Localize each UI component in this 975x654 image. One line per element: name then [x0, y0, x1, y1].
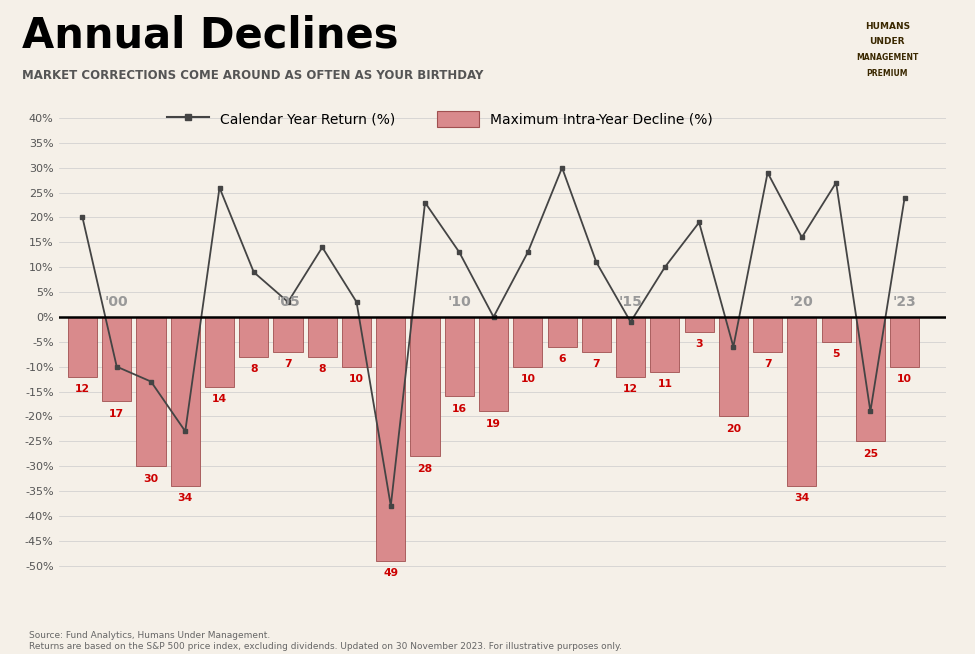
Bar [376, 317, 406, 560]
Text: 14: 14 [212, 394, 227, 404]
Bar [856, 317, 885, 441]
Text: 30: 30 [143, 473, 159, 483]
Text: UNDER: UNDER [870, 37, 905, 46]
Legend: Calendar Year Return (%), Maximum Intra-Year Decline (%): Calendar Year Return (%), Maximum Intra-… [162, 105, 719, 132]
Text: 12: 12 [623, 384, 639, 394]
Text: 3: 3 [695, 339, 703, 349]
Text: 10: 10 [349, 374, 364, 384]
Bar [445, 317, 474, 396]
Bar [822, 317, 851, 342]
Text: 19: 19 [487, 419, 501, 429]
Text: 11: 11 [657, 379, 673, 389]
Bar [582, 317, 611, 352]
Text: '23: '23 [893, 296, 916, 309]
Text: Annual Declines: Annual Declines [21, 15, 399, 57]
Text: 7: 7 [763, 359, 771, 370]
Text: MARKET CORRECTIONS COME AROUND AS OFTEN AS YOUR BIRTHDAY: MARKET CORRECTIONS COME AROUND AS OFTEN … [21, 69, 484, 82]
Bar [273, 317, 302, 352]
Bar [753, 317, 782, 352]
Text: '20: '20 [790, 296, 814, 309]
Text: 10: 10 [521, 374, 535, 384]
Text: PREMIUM: PREMIUM [867, 69, 908, 78]
Text: 10: 10 [897, 374, 913, 384]
Bar [479, 317, 508, 411]
Text: 34: 34 [795, 494, 809, 504]
Bar [171, 317, 200, 486]
Bar [890, 317, 919, 367]
Text: 6: 6 [559, 354, 566, 364]
Bar [410, 317, 440, 456]
Text: MANAGEMENT: MANAGEMENT [856, 53, 918, 62]
Bar [308, 317, 336, 356]
Text: '05: '05 [276, 296, 300, 309]
Bar [719, 317, 748, 417]
Text: 16: 16 [451, 404, 467, 414]
Text: HUMANS: HUMANS [865, 22, 910, 31]
Text: '00: '00 [105, 296, 129, 309]
Text: 28: 28 [417, 464, 433, 473]
Bar [616, 317, 645, 377]
Text: 17: 17 [109, 409, 124, 419]
Bar [205, 317, 234, 387]
Bar [342, 317, 371, 367]
Text: 49: 49 [383, 568, 399, 578]
Text: 7: 7 [284, 359, 292, 370]
Text: 8: 8 [319, 364, 326, 374]
Bar [239, 317, 268, 356]
Text: 8: 8 [250, 364, 257, 374]
Bar [548, 317, 576, 347]
Bar [102, 317, 132, 402]
Text: Source: Fund Analytics, Humans Under Management.
Returns are based on the S&P 50: Source: Fund Analytics, Humans Under Man… [29, 631, 622, 651]
Bar [513, 317, 542, 367]
Text: 7: 7 [593, 359, 601, 370]
Text: 12: 12 [75, 384, 90, 394]
Text: 5: 5 [833, 349, 839, 359]
Bar [788, 317, 816, 486]
Bar [136, 317, 166, 466]
Text: '10: '10 [448, 296, 471, 309]
Bar [68, 317, 98, 377]
Bar [650, 317, 680, 371]
Text: 34: 34 [177, 494, 193, 504]
Text: 25: 25 [863, 449, 878, 458]
Bar [684, 317, 714, 332]
Text: 20: 20 [725, 424, 741, 434]
Text: '15: '15 [619, 296, 643, 309]
